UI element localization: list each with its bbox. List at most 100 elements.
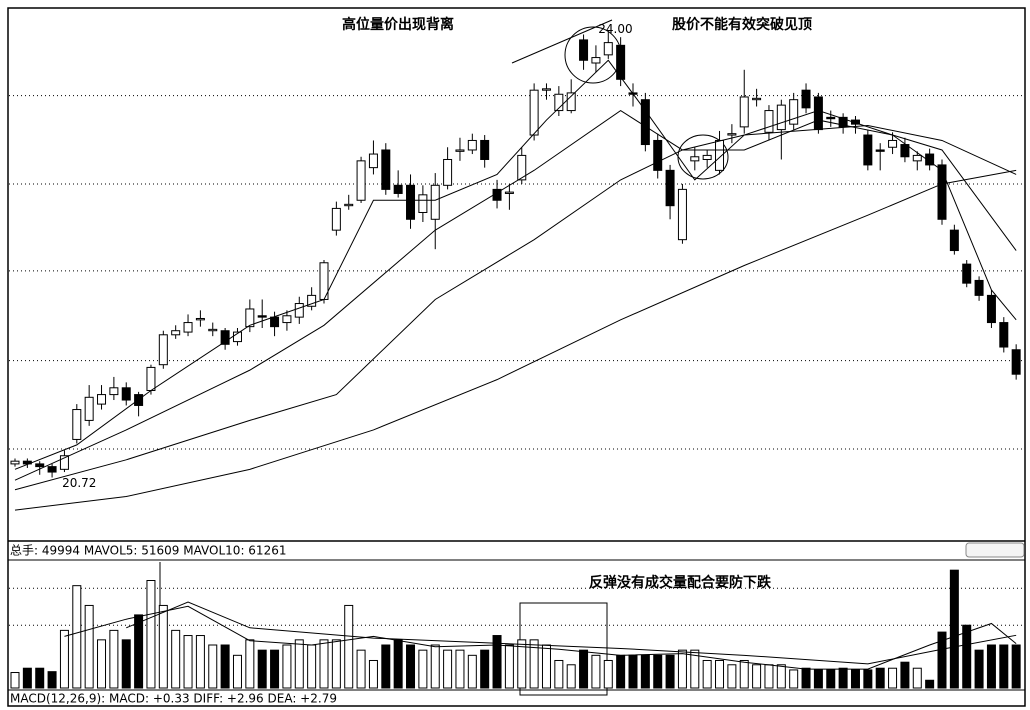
candle-body	[467, 139, 477, 151]
volume-bar	[888, 667, 898, 689]
candle-body	[47, 466, 57, 473]
volume-bar	[467, 654, 477, 689]
volume-bar	[504, 644, 514, 689]
volume-bar	[850, 669, 860, 689]
candle-body	[331, 207, 341, 231]
candle-body	[59, 455, 69, 470]
candle-body	[665, 169, 675, 207]
volume-bar	[195, 635, 205, 689]
candle-body	[591, 57, 601, 64]
volume-bar	[406, 644, 416, 689]
volume-bar	[838, 667, 848, 689]
volume-bar	[59, 629, 69, 689]
candle-body	[986, 294, 996, 324]
candle-body	[245, 308, 255, 328]
candle-body	[294, 303, 304, 318]
annotation: 高位量价出现背离	[342, 16, 454, 33]
candle-body	[504, 191, 514, 194]
volume-bar	[579, 649, 589, 689]
candle-body	[566, 92, 576, 112]
volume-bar	[962, 624, 972, 689]
candle-body	[579, 39, 589, 61]
volume-bar	[270, 649, 280, 689]
candle-body	[183, 322, 193, 333]
volume-bar	[715, 659, 725, 689]
volume-bar	[616, 654, 626, 689]
volume-bar	[739, 659, 749, 689]
candle-body	[10, 460, 20, 465]
volume-bar	[368, 659, 378, 689]
volume-bar	[35, 667, 45, 689]
candle-body	[455, 149, 465, 152]
candle-body	[999, 322, 1009, 348]
candle-body	[97, 394, 107, 405]
candle-body	[702, 154, 712, 160]
volume-bar	[220, 644, 230, 689]
volume-bar	[702, 659, 712, 689]
candle-body	[35, 463, 45, 468]
volume-bar	[541, 644, 551, 689]
toggle-button[interactable]	[965, 542, 1025, 558]
volume-bar	[801, 667, 811, 689]
volume-bar	[22, 667, 32, 689]
volume-bar	[455, 649, 465, 689]
candle-body	[356, 160, 366, 201]
volume-bar	[257, 649, 267, 689]
volume-bar	[999, 644, 1009, 689]
volume-bar	[331, 639, 341, 689]
candle-body	[517, 154, 527, 181]
volume-bar	[492, 635, 502, 689]
volume-bar	[121, 639, 131, 689]
volume-bar	[764, 664, 774, 689]
candle-body	[381, 149, 391, 190]
candle-body	[109, 387, 119, 396]
candle-body	[653, 139, 663, 171]
candle-body	[72, 409, 82, 440]
volume-bar	[949, 569, 959, 689]
volume-bar	[158, 604, 168, 689]
low-label: 20.72	[62, 476, 96, 490]
candle-body	[752, 97, 762, 101]
volume-bar	[443, 649, 453, 689]
candle-body	[1011, 349, 1021, 375]
candle-body	[801, 89, 811, 109]
candle-body	[430, 184, 440, 220]
candle-body	[529, 89, 539, 136]
volume-bar	[418, 649, 428, 689]
volume-bar	[356, 649, 366, 689]
candle-body	[208, 328, 218, 332]
candle-body	[764, 110, 774, 133]
volume-bar	[727, 664, 737, 689]
candle-body	[888, 139, 898, 148]
moving-average	[14, 169, 1017, 511]
candle-body	[616, 44, 626, 80]
candle-body	[912, 154, 922, 162]
volume-bar	[171, 629, 181, 689]
volume-bar	[900, 661, 910, 689]
volume-bar	[813, 669, 823, 689]
candle-body	[307, 294, 317, 307]
volume-header: 总手: 49994 MAVOL5: 51609 MAVOL10: 61261	[10, 544, 286, 558]
volume-bar	[925, 679, 935, 689]
volume-bar	[752, 664, 762, 689]
candle-body	[418, 194, 428, 213]
volume-bar	[937, 631, 947, 689]
candle-body	[84, 396, 94, 421]
candle-body	[393, 184, 403, 194]
candle-body	[690, 156, 700, 162]
volume-bar	[776, 664, 786, 689]
candle-body	[603, 42, 613, 56]
candle-body	[270, 316, 280, 328]
volume-bar	[640, 654, 650, 689]
candle-body	[776, 104, 786, 131]
annotation: 反弹没有成交量配合要防下跌	[589, 574, 772, 591]
candle-body	[715, 139, 725, 171]
candle-body	[554, 93, 564, 112]
candle-body	[406, 184, 416, 220]
volume-bar	[789, 669, 799, 689]
candle-body	[171, 330, 181, 336]
candle-body	[875, 149, 885, 152]
candle-body	[863, 134, 873, 166]
volume-bar	[245, 639, 255, 689]
volume-bar	[134, 614, 144, 689]
